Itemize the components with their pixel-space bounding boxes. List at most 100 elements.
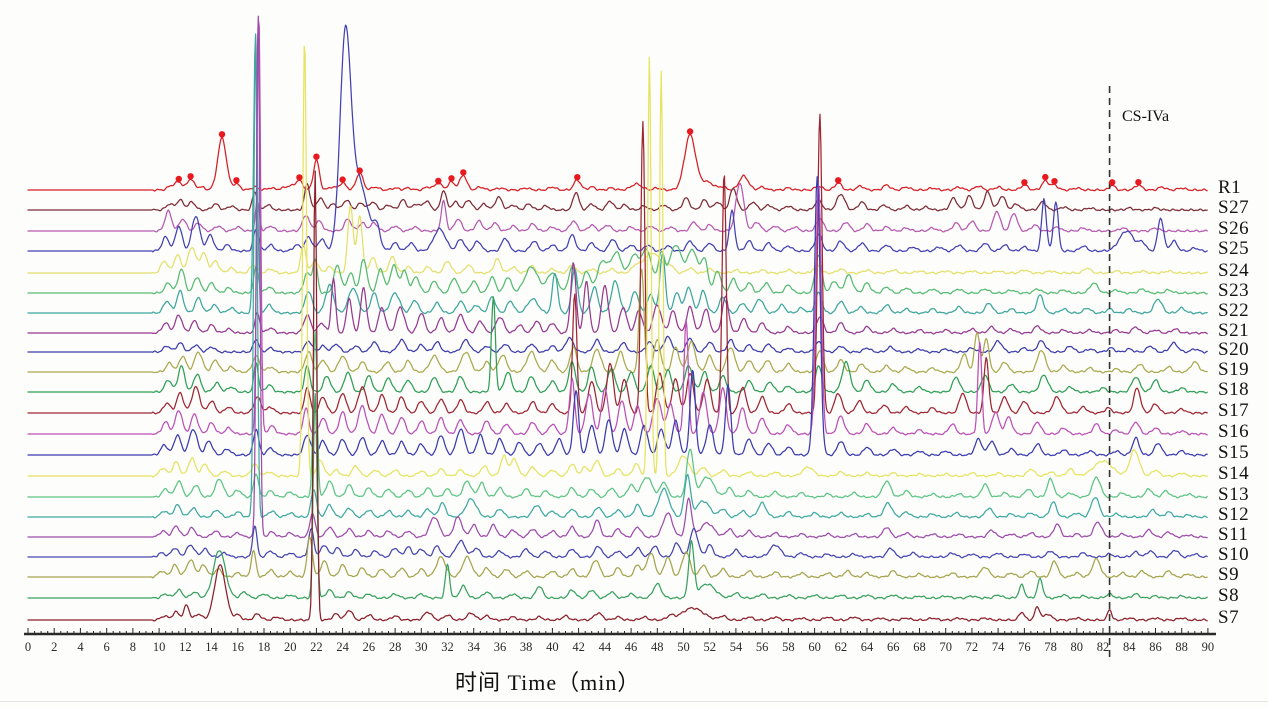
trace-S24: [27, 205, 1208, 275]
x-axis-tick-label: 32: [441, 640, 454, 654]
x-axis-tick-label: 26: [362, 640, 376, 654]
x-axis-tick-label: 72: [965, 640, 979, 654]
x-axis-tick-label: 46: [624, 640, 638, 654]
reference-peak-marker: [686, 128, 694, 135]
x-axis-tick-label: 58: [782, 640, 795, 654]
x-axis-tick-label: 8: [129, 640, 136, 654]
reference-peak-marker: [460, 169, 467, 176]
x-axis-tick-label: 42: [572, 640, 585, 654]
x-axis-tick-label: 68: [913, 640, 926, 654]
trace-S17: [27, 113, 1208, 415]
reference-peak-marker: [313, 153, 320, 160]
trace-label-S23: S23: [1218, 280, 1250, 301]
trace-label-S17: S17: [1218, 400, 1250, 421]
trace-S26: [27, 182, 1208, 233]
x-axis-tick-label: 50: [677, 640, 690, 654]
trace-label-S14: S14: [1218, 463, 1250, 484]
x-axis-tick-label: 34: [467, 640, 480, 654]
x-axis-tick-label: 14: [205, 640, 218, 654]
trace-S20: [27, 335, 1208, 354]
x-axis-tick-label: 56: [755, 640, 769, 654]
reference-peak-marker: [1051, 178, 1058, 185]
x-axis-tick-label: 86: [1149, 640, 1162, 654]
x-axis-tick-label: 6: [103, 640, 110, 654]
trace-S22: [27, 33, 1208, 315]
trace-label-S16: S16: [1218, 421, 1250, 442]
x-axis-tick-label: 60: [808, 640, 821, 654]
scan-edge-line: [0, 701, 1268, 702]
x-axis-tick-label: 20: [283, 640, 297, 654]
x-axis-tick-label: 40: [546, 640, 559, 654]
x-axis-tick-label: 62: [834, 640, 848, 654]
trace-label-S8: S8: [1218, 585, 1240, 606]
trace-label-S19: S19: [1218, 359, 1250, 380]
trace-R1: [27, 133, 1208, 192]
x-axis-tick-label: 44: [598, 640, 612, 654]
x-axis-tick-label: 36: [493, 640, 507, 654]
reference-peak-marker: [835, 177, 842, 184]
trace-label-S12: S12: [1218, 504, 1250, 525]
trace-S27: [27, 182, 1208, 212]
trace-label-S21: S21: [1218, 320, 1250, 341]
reference-peak-marker: [435, 177, 442, 185]
x-axis-tick-label: 74: [991, 640, 1005, 654]
reference-peak-marker: [233, 177, 240, 184]
x-axis-tick-label: 76: [1018, 640, 1031, 654]
trace-label-R1: R1: [1218, 177, 1242, 198]
x-axis-tick-label: 66: [887, 640, 900, 654]
x-axis-tick-label: 80: [1070, 640, 1084, 654]
reference-peak-marker: [1135, 179, 1142, 186]
trace-label-S18: S18: [1218, 379, 1250, 400]
x-axis-tick-label: 38: [519, 640, 533, 654]
x-axis-tick-label: 64: [860, 640, 874, 654]
trace-S13: [27, 331, 1208, 499]
x-axis-tick-label: 16: [231, 640, 245, 654]
trace-S23: [27, 245, 1208, 295]
x-axis-tick-label: 2: [51, 640, 58, 654]
x-axis-tick-label: 52: [703, 640, 716, 654]
trace-S21: [27, 262, 1208, 335]
trace-S8: [27, 392, 1208, 600]
reference-peak-marker: [218, 131, 226, 138]
reference-peak-marker: [448, 175, 455, 182]
x-axis-tick-label: 24: [336, 640, 349, 654]
x-axis-tick-label: 18: [257, 640, 271, 654]
trace-S16: [27, 18, 1208, 436]
x-axis-tick-label: 0: [24, 640, 32, 654]
reference-peak-marker: [1109, 179, 1116, 186]
x-axis-tick-label: 84: [1122, 640, 1136, 654]
reference-peak-marker: [356, 167, 363, 174]
x-axis-tick-label: 30: [415, 640, 428, 654]
x-axis-tick-label: 90: [1201, 640, 1215, 654]
trace-S18: [27, 296, 1208, 394]
reference-peak-marker: [1021, 179, 1028, 186]
trace-label-S13: S13: [1218, 484, 1250, 505]
x-axis-tick-label: 54: [729, 640, 743, 654]
x-axis-tick-label: 4: [77, 640, 84, 654]
trace-label-S10: S10: [1218, 544, 1250, 565]
trace-label-S24: S24: [1218, 260, 1250, 281]
reference-peak-marker: [339, 176, 346, 183]
x-axis-tick-label: 78: [1044, 640, 1057, 654]
trace-label-S22: S22: [1218, 300, 1250, 321]
x-axis-tick-label: 82: [1096, 640, 1110, 654]
trace-label-S26: S26: [1218, 218, 1250, 239]
trace-label-S11: S11: [1218, 524, 1249, 545]
x-axis-tick-label: 28: [388, 640, 402, 654]
trace-S15: [27, 176, 1208, 457]
reference-peak-marker: [187, 173, 194, 180]
x-axis-tick-label: 12: [179, 640, 192, 654]
trace-label-S25: S25: [1218, 238, 1250, 259]
x-axis-tick-label: 22: [310, 640, 323, 654]
trace-S11: [27, 15, 1208, 539]
reference-peak-marker: [574, 174, 581, 181]
trace-S7: [27, 170, 1208, 622]
x-axis-tick-label: 48: [651, 640, 664, 654]
reference-peak-marker: [1042, 173, 1049, 181]
x-axis-tick-label: 10: [152, 640, 166, 654]
trace-S10: [27, 525, 1208, 559]
trace-S12: [27, 35, 1208, 519]
trace-S14: [27, 45, 1208, 478]
cs-iva-annotation-label: CS-IVa: [1122, 108, 1170, 125]
